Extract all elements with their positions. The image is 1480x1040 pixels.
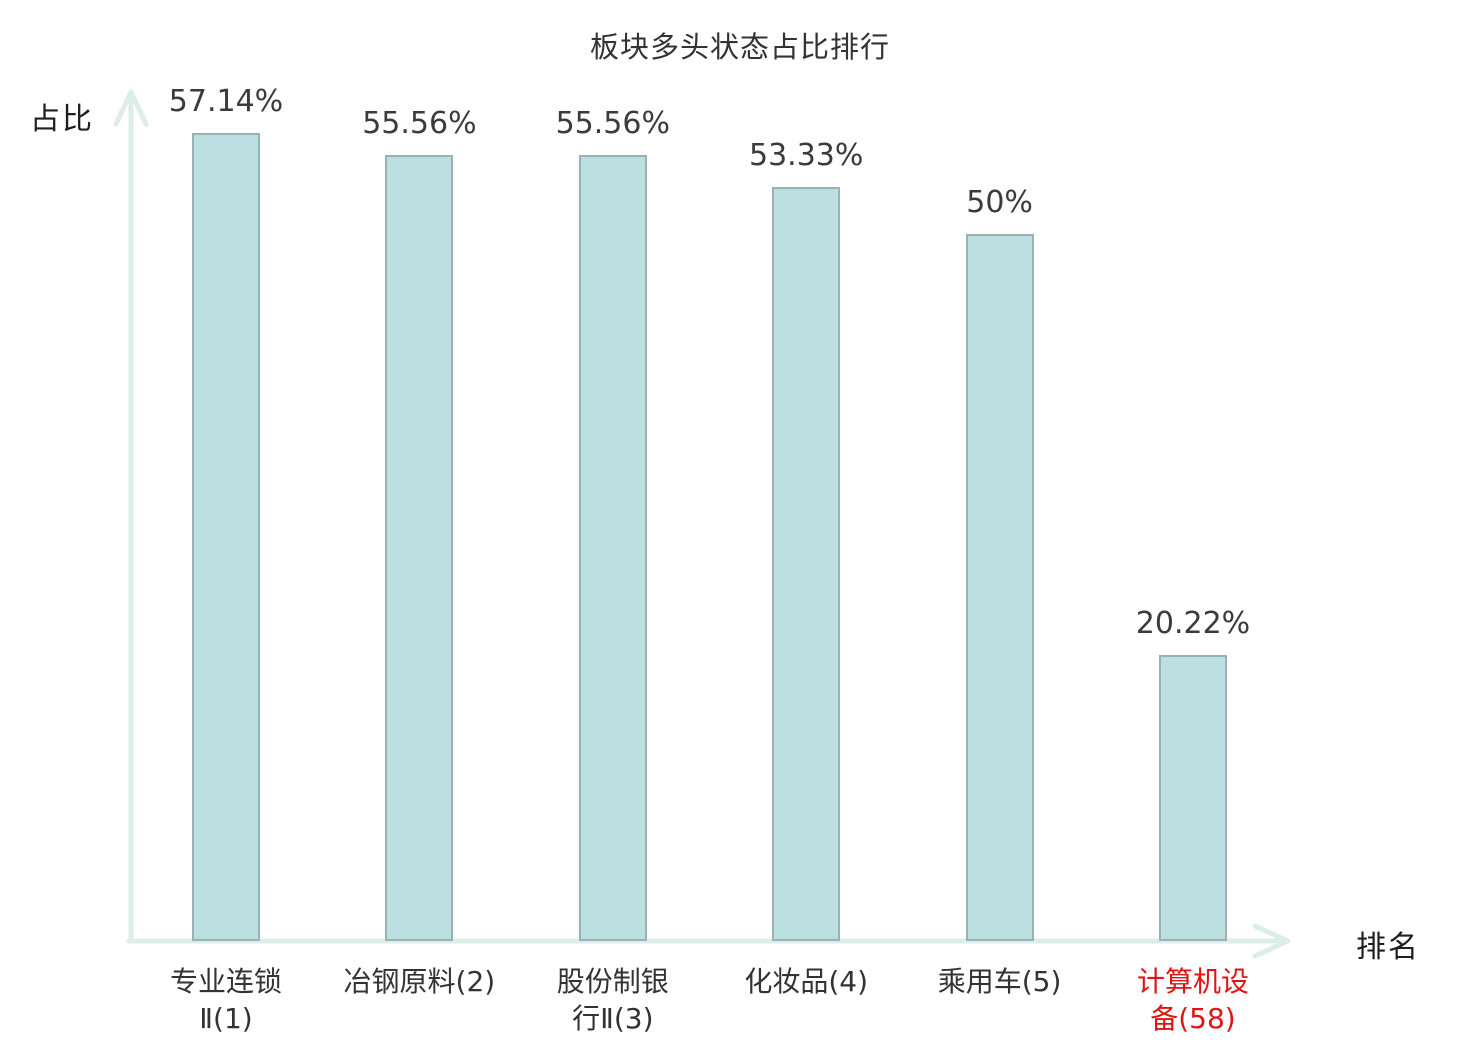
chart-title: 板块多头状态占比排行 [589,30,890,64]
bar [192,133,260,941]
bar [578,155,647,941]
bar-value-label: 53.33% [748,137,864,173]
bar [1159,655,1227,941]
category-label: 专业连锁 Ⅱ(1) [169,965,282,1035]
x-axis-label: 排名 [1356,930,1420,965]
bar-value-label: 57.14% [168,84,284,119]
bar [385,155,454,941]
bar [772,186,841,941]
bar [965,233,1034,941]
bar-value-label: 20.22% [1135,606,1251,642]
bar-value-label: 55.56% [362,106,477,142]
category-label: 乘用车(5) [937,965,1062,998]
y-axis-arrow-icon [113,89,149,127]
category-label: 化妆品(4) [744,965,869,998]
bar-value-label: 50% [966,184,1033,220]
category-label: 股份制银 行Ⅱ(3) [556,965,669,1035]
bar-value-label: 55.56% [555,106,670,142]
category-label: 计算机设 备(58) [1136,965,1249,1035]
category-label: 冶钢原料(2) [343,965,496,998]
x-axis-arrow-icon [1252,923,1291,959]
y-axis-label: 占比 [30,102,94,137]
